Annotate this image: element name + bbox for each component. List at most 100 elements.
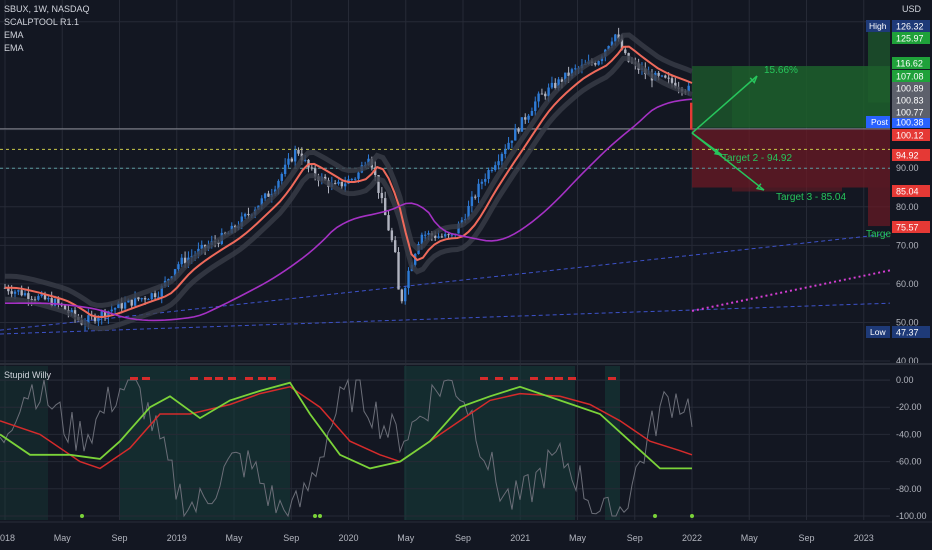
candle-body <box>664 75 667 78</box>
x-tick-label: 2018 <box>0 533 15 543</box>
candle-body <box>13 291 17 294</box>
osc-top-marker <box>204 377 212 380</box>
arrow-up-target-head <box>749 75 758 84</box>
candle-body <box>550 82 554 88</box>
candle-body <box>33 299 37 301</box>
arrow-up-target <box>691 75 758 134</box>
x-tick-label: May <box>569 533 587 543</box>
oscillator-title[interactable]: Stupid Willy <box>4 370 52 380</box>
candle-body <box>63 305 67 311</box>
candle-body <box>93 315 97 322</box>
candle-body <box>440 236 444 238</box>
candle-body <box>494 165 497 171</box>
candle-body <box>283 164 287 175</box>
candle-body <box>137 297 140 300</box>
candle-body <box>487 170 490 179</box>
post-value: 100.38 <box>896 118 924 128</box>
candle-body <box>467 205 470 220</box>
x-tick-label: Sep <box>283 533 299 543</box>
candle-body <box>500 153 504 162</box>
indicator-ema-label-1[interactable]: EMA <box>4 30 24 40</box>
candle-body <box>597 61 600 65</box>
candle-body <box>113 308 117 310</box>
candle-body <box>444 234 447 237</box>
indicator-ema-label-2[interactable]: EMA <box>4 43 24 53</box>
candle-body <box>173 269 177 277</box>
candle-body <box>40 294 43 297</box>
candle-body <box>527 115 530 120</box>
osc-tick-label: 0.00 <box>896 375 914 385</box>
indicator-scalptool-label[interactable]: SCALPTOOL R1.1 <box>4 17 80 27</box>
last-candle <box>690 102 693 130</box>
low-value: 47.37 <box>896 328 919 338</box>
candle-body <box>140 298 143 300</box>
candle-body <box>353 178 357 180</box>
candle-body <box>514 128 517 141</box>
candle-body <box>687 85 690 92</box>
candle-body <box>57 299 60 304</box>
candle-body <box>303 159 307 161</box>
red-level: 75.57 <box>896 223 919 233</box>
candle-body <box>480 181 484 184</box>
candle-body <box>27 293 30 300</box>
candle-body <box>387 215 390 231</box>
low-value-bg <box>892 326 930 338</box>
green-level: 125.97 <box>896 34 924 44</box>
osc-tick-label: -80.00 <box>896 484 922 494</box>
low-label: Low <box>870 327 886 337</box>
osc-bottom-marker <box>318 514 322 518</box>
candle-body <box>667 77 670 79</box>
osc-tick-label: -20.00 <box>896 402 922 412</box>
loss-zone-2 <box>732 187 842 192</box>
price-tick-label: 90.00 <box>896 163 919 173</box>
candle-body <box>517 128 520 132</box>
candle-body <box>183 257 187 264</box>
candle-body <box>47 298 50 300</box>
candle-body <box>393 240 397 253</box>
candle-body <box>333 183 337 185</box>
price-tick-label: 60.00 <box>896 279 919 289</box>
candle-body <box>477 183 480 198</box>
candle-body <box>70 310 73 313</box>
green-level: 116.62 <box>896 59 923 69</box>
candle-body <box>474 196 477 198</box>
candle-body <box>540 93 544 95</box>
candle-body <box>460 220 464 224</box>
candle-body <box>554 82 557 88</box>
arrow-target-3-head <box>755 183 765 191</box>
candle-body <box>510 140 514 143</box>
candle-body <box>120 302 123 309</box>
candle-body <box>73 310 77 318</box>
candle-body <box>564 72 567 82</box>
ema-fast-line <box>5 45 693 319</box>
candle-body <box>280 174 284 181</box>
candle-body <box>424 234 427 236</box>
price-tick-label: 40.00 <box>896 356 919 366</box>
candle-body <box>340 181 344 187</box>
osc-tick-label: -60.00 <box>896 457 922 467</box>
red-level-bg <box>892 221 930 233</box>
candle-body <box>310 167 314 169</box>
candle-body <box>350 179 354 181</box>
osc-top-marker <box>545 377 553 380</box>
candle-body <box>177 264 180 270</box>
osc-bottom-marker <box>313 514 317 518</box>
post-tag-bg <box>866 116 890 128</box>
candle-body <box>617 34 620 39</box>
ema-band-upper <box>5 32 693 308</box>
candle-body <box>557 79 560 88</box>
candle-body <box>180 257 183 265</box>
oscillator-zone <box>0 366 48 520</box>
candle-body <box>337 181 340 184</box>
osc-top-marker <box>268 377 276 380</box>
candle-body <box>657 72 660 76</box>
candle-body <box>260 198 263 206</box>
x-tick-label: Sep <box>111 533 127 543</box>
candle-body <box>447 234 450 236</box>
candle-body <box>243 213 247 217</box>
candle-body <box>407 270 410 289</box>
candle-body <box>560 79 564 82</box>
green-level-bg <box>892 57 930 69</box>
osc-top-marker <box>190 377 198 380</box>
candle-body <box>450 234 454 236</box>
